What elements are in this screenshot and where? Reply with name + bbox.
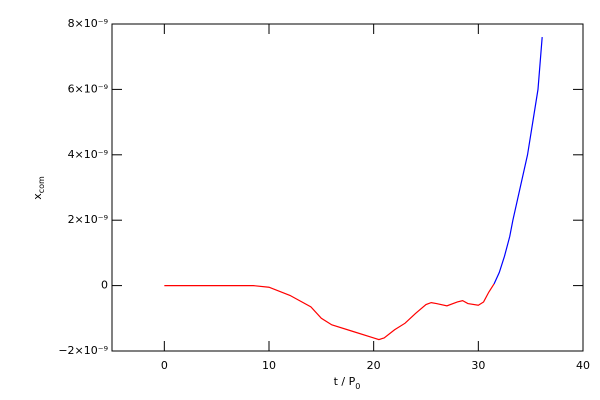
y-label-sub: com	[37, 176, 46, 193]
y-tick-label: 8×10⁻⁹	[68, 17, 108, 30]
series-line	[164, 283, 495, 341]
x-tick-label: 20	[367, 359, 381, 372]
y-tick-label: −2×10⁻⁹	[58, 344, 108, 357]
x-tick-label: 0	[161, 359, 168, 372]
x-tick-label: 10	[262, 359, 276, 372]
y-tick-label: 0	[101, 279, 108, 292]
x-label-base: t / P	[334, 375, 356, 388]
x-label-sub: 0	[355, 382, 360, 391]
y-tick-label: 4×10⁻⁹	[68, 148, 108, 161]
y-axis-label: xcom	[31, 176, 46, 200]
series-line	[493, 37, 543, 285]
x-tick-label: 30	[471, 359, 485, 372]
x-axis-label: t / P0	[334, 375, 361, 391]
y-tick-label: 6×10⁻⁹	[68, 82, 108, 95]
x-tick-label: 40	[576, 359, 590, 372]
y-label-base: x	[31, 193, 44, 200]
y-tick-label: 2×10⁻⁹	[68, 213, 108, 226]
plot-frame	[111, 23, 584, 352]
